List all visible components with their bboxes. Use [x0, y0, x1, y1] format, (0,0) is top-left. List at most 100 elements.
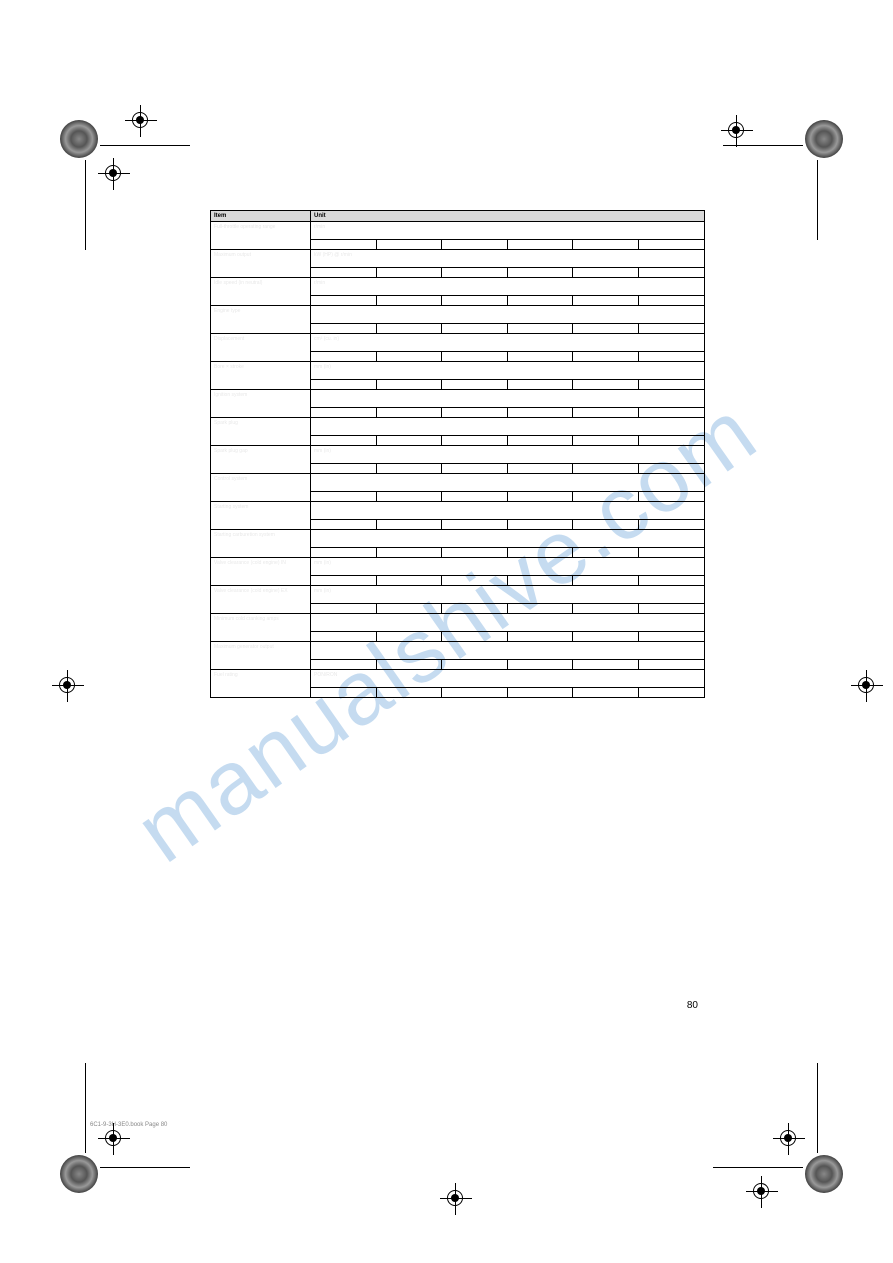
data-cell: [573, 604, 639, 614]
data-cell: [376, 548, 442, 558]
data-cell: [311, 604, 377, 614]
row-desc: mm (in): [311, 558, 705, 576]
table-row: Maximum generator output: [211, 642, 705, 660]
data-cell: [638, 408, 704, 418]
data-cell: [376, 464, 442, 474]
row-label: Spark plug gap: [211, 446, 311, 474]
row-label: Ignition system: [211, 390, 311, 418]
data-cell: [638, 660, 704, 670]
table-row: Displacementcm³ (cu. in): [211, 334, 705, 352]
row-desc: [311, 390, 705, 408]
table-header-row: ItemUnit: [211, 211, 705, 222]
row-desc: r/min: [311, 222, 705, 240]
data-cell: [573, 240, 639, 250]
row-label: Control system: [211, 474, 311, 502]
data-cell: [442, 520, 508, 530]
data-cell: [311, 632, 377, 642]
data-cell: [638, 604, 704, 614]
data-cell: [442, 408, 508, 418]
data-cell: [638, 380, 704, 390]
table-row: Starting carburetion system: [211, 530, 705, 548]
data-cell: [507, 240, 573, 250]
data-cell: [442, 464, 508, 474]
table-row: Spark plug: [211, 418, 705, 436]
row-label: Minimum cold cranking amps: [211, 614, 311, 642]
row-desc: mm (in): [311, 362, 705, 380]
data-cell: [507, 632, 573, 642]
header-cell: Unit: [311, 211, 705, 222]
row-desc: mm (in): [311, 586, 705, 604]
table-row: Idle speed (in neutral)r/min: [211, 278, 705, 296]
data-cell: [376, 380, 442, 390]
data-cell: [442, 296, 508, 306]
crop-mark-bottom-left: [60, 1063, 190, 1193]
data-cell: [573, 268, 639, 278]
data-cell: [311, 492, 377, 502]
data-cell: [376, 632, 442, 642]
data-cell: [638, 268, 704, 278]
data-cell: [573, 492, 639, 502]
table-row: Full-throttle operating ranger/min: [211, 222, 705, 240]
data-cell: [376, 660, 442, 670]
data-cell: [311, 408, 377, 418]
data-cell: [442, 548, 508, 558]
data-cell: [638, 464, 704, 474]
data-cell: [507, 436, 573, 446]
data-cell: [638, 548, 704, 558]
crop-mark-bottom-right: [713, 1063, 843, 1193]
row-desc: [311, 502, 705, 520]
table-row: Minimum cold cranking amps: [211, 614, 705, 632]
data-cell: [638, 492, 704, 502]
header-cell: Item: [211, 211, 311, 222]
data-cell: [442, 324, 508, 334]
table-row: Ignition system: [211, 390, 705, 408]
data-cell: [507, 520, 573, 530]
table-row: Valve clearance (cold engine) INmm (in): [211, 558, 705, 576]
row-label: Bore × stroke: [211, 362, 311, 390]
data-cell: [638, 240, 704, 250]
data-cell: [311, 324, 377, 334]
data-cell: [376, 688, 442, 698]
table-row: Bore × strokemm (in): [211, 362, 705, 380]
data-cell: [376, 268, 442, 278]
row-desc: [311, 306, 705, 324]
data-cell: [442, 660, 508, 670]
data-cell: [442, 436, 508, 446]
page-number: 80: [687, 1000, 698, 1011]
data-cell: [573, 436, 639, 446]
row-desc: [311, 474, 705, 492]
page-content: ItemUnitFull-throttle operating ranger/m…: [210, 210, 705, 698]
row-label: Maximum generator output: [211, 642, 311, 670]
data-cell: [442, 492, 508, 502]
spec-table: ItemUnitFull-throttle operating ranger/m…: [210, 210, 705, 698]
data-cell: [376, 296, 442, 306]
crop-mark-top-left: [60, 120, 190, 250]
row-desc: kW (HP) @ r/min: [311, 250, 705, 268]
data-cell: [638, 632, 704, 642]
data-cell: [507, 268, 573, 278]
row-desc: [311, 614, 705, 632]
data-cell: [638, 688, 704, 698]
data-cell: [376, 408, 442, 418]
data-cell: [311, 660, 377, 670]
data-cell: [311, 548, 377, 558]
data-cell: [442, 604, 508, 614]
data-cell: [376, 576, 442, 586]
data-cell: [376, 436, 442, 446]
table-row: Valve clearance (cold engine) EXmm (in): [211, 586, 705, 604]
table-row: Fuel ratingPON/RON: [211, 670, 705, 688]
row-desc: [311, 642, 705, 660]
table-row: Control system: [211, 474, 705, 492]
crop-mark-top-right: [713, 120, 843, 250]
data-cell: [573, 352, 639, 362]
row-label: Maximum output: [211, 250, 311, 278]
data-cell: [311, 464, 377, 474]
row-label: Displacement: [211, 334, 311, 362]
row-label: Valve clearance (cold engine) EX: [211, 586, 311, 614]
data-cell: [507, 296, 573, 306]
data-cell: [376, 520, 442, 530]
table-row: Starting system: [211, 502, 705, 520]
data-cell: [376, 240, 442, 250]
row-desc: [311, 418, 705, 436]
table-row: Maximum outputkW (HP) @ r/min: [211, 250, 705, 268]
